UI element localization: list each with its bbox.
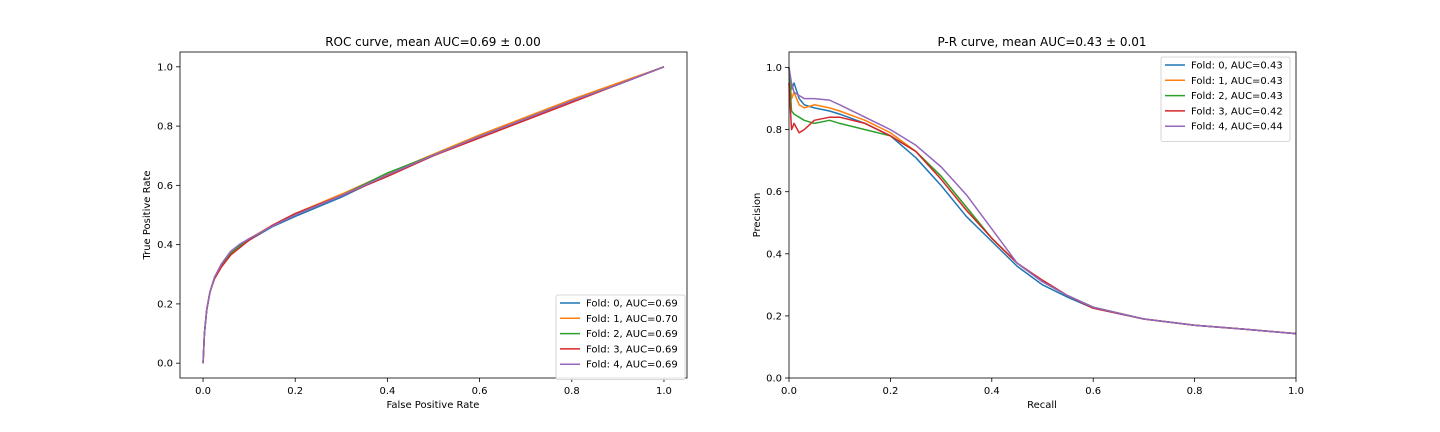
roc-y-axis-label: True Positive Rate [142, 170, 153, 260]
roc-y-tick-label-4: 0.8 [157, 122, 173, 133]
roc-x-tick-label-3: 0.6 [472, 386, 488, 397]
pr-legend-label-1: Fold: 1, AUC=0.43 [1191, 76, 1283, 87]
roc-x-tick-label-5: 1.0 [656, 386, 672, 397]
pr-y-tick-label-5: 1.0 [766, 63, 782, 74]
pr-chart-title: P-R curve, mean AUC=0.43 ± 0.01 [937, 35, 1146, 49]
roc-legend-label-4: Fold: 4, AUC=0.69 [586, 360, 678, 371]
roc-legend-label-1: Fold: 1, AUC=0.70 [586, 314, 678, 325]
roc-y-tick-label-5: 1.0 [157, 62, 173, 73]
roc-y-tick-label-2: 0.4 [157, 240, 173, 251]
roc-chart: ROC curve, mean AUC=0.69 ± 0.00 False Po… [142, 35, 688, 411]
pr-y-tick-label-2: 0.4 [766, 249, 782, 260]
roc-legend-frame [555, 294, 686, 380]
roc-legend-label-2: Fold: 2, AUC=0.69 [586, 329, 678, 340]
pr-y-tick-label-3: 0.6 [766, 187, 782, 198]
pr-y-tick-label-1: 0.2 [766, 311, 782, 322]
roc-y-tick-label-3: 0.6 [157, 181, 173, 192]
pr-x-tick-label-0: 0.0 [781, 386, 797, 397]
roc-axes-frame [179, 51, 688, 379]
roc-x-tick-label-2: 0.4 [379, 386, 395, 397]
roc-y-tick-label-0: 0.0 [157, 359, 173, 370]
roc-x-axis-label: False Positive Rate [387, 400, 480, 411]
pr-legend-frame [1160, 56, 1291, 142]
pr-series-line-4 [788, 67, 1297, 335]
roc-x-tick-label-0: 0.0 [195, 386, 211, 397]
pr-y-tick-label-0: 0.0 [766, 374, 782, 385]
pr-chart: P-R curve, mean AUC=0.43 ± 0.01 Recall P… [752, 35, 1304, 411]
roc-x-tick-label-1: 0.2 [287, 386, 303, 397]
pr-axes-frame [788, 51, 1297, 379]
pr-x-tick-label-2: 0.4 [984, 386, 1000, 397]
pr-plot-area: 0.0 0.2 0.4 0.6 0.8 1.0 0.0 0.2 0.4 0.6 0.8 1.0 [766, 51, 1304, 397]
roc-chart-title: ROC curve, mean AUC=0.69 ± 0.00 [325, 35, 541, 49]
roc-legend-label-0: Fold: 0, AUC=0.69 [586, 299, 678, 310]
roc-series-line-4 [202, 66, 665, 364]
roc-legend: Fold: 0, AUC=0.69 Fold: 1, AUC=0.70 Fold: … [555, 294, 686, 380]
pr-x-tick-label-4: 0.8 [1187, 386, 1203, 397]
roc-plot-area: 0.0 0.2 0.4 0.6 0.8 1.0 0.0 0.2 0.4 0.6 0.8 1.0 [157, 51, 688, 397]
pr-x-tick-label-1: 0.2 [882, 386, 898, 397]
pr-x-tick-label-5: 1.0 [1288, 386, 1304, 397]
pr-x-axis-label: Recall [1027, 400, 1057, 411]
roc-x-tick-label-4: 0.8 [564, 386, 580, 397]
pr-x-tick-label-3: 0.6 [1085, 386, 1101, 397]
pr-legend-label-2: Fold: 2, AUC=0.43 [1191, 91, 1283, 102]
roc-y-tick-label-1: 0.2 [157, 299, 173, 310]
pr-y-axis-label: Precision [752, 193, 763, 238]
pr-y-tick-label-4: 0.8 [766, 125, 782, 136]
roc-legend-label-3: Fold: 3, AUC=0.69 [586, 344, 678, 355]
pr-legend-label-3: Fold: 3, AUC=0.42 [1191, 106, 1283, 117]
pr-legend-label-4: Fold: 4, AUC=0.44 [1191, 122, 1283, 133]
pr-legend-label-0: Fold: 0, AUC=0.43 [1191, 61, 1283, 72]
pr-legend: Fold: 0, AUC=0.43 Fold: 1, AUC=0.43 Fold: … [1160, 56, 1291, 142]
